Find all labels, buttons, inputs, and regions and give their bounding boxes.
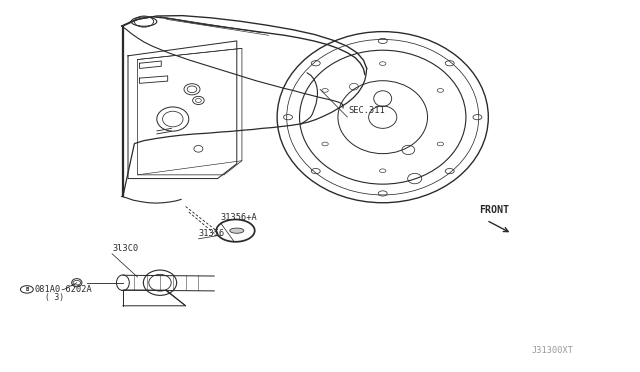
Text: FRONT: FRONT: [479, 205, 509, 215]
Text: ( 3): ( 3): [45, 293, 64, 302]
Text: 081A0-6202A: 081A0-6202A: [35, 285, 92, 294]
Text: J31300XT: J31300XT: [531, 346, 573, 355]
Text: 31356+A: 31356+A: [221, 214, 257, 222]
Text: 31356: 31356: [198, 229, 225, 238]
Text: SEC.311: SEC.311: [349, 106, 385, 115]
Ellipse shape: [230, 228, 244, 233]
Text: 3l3C0: 3l3C0: [112, 244, 138, 253]
Text: B: B: [25, 287, 29, 292]
